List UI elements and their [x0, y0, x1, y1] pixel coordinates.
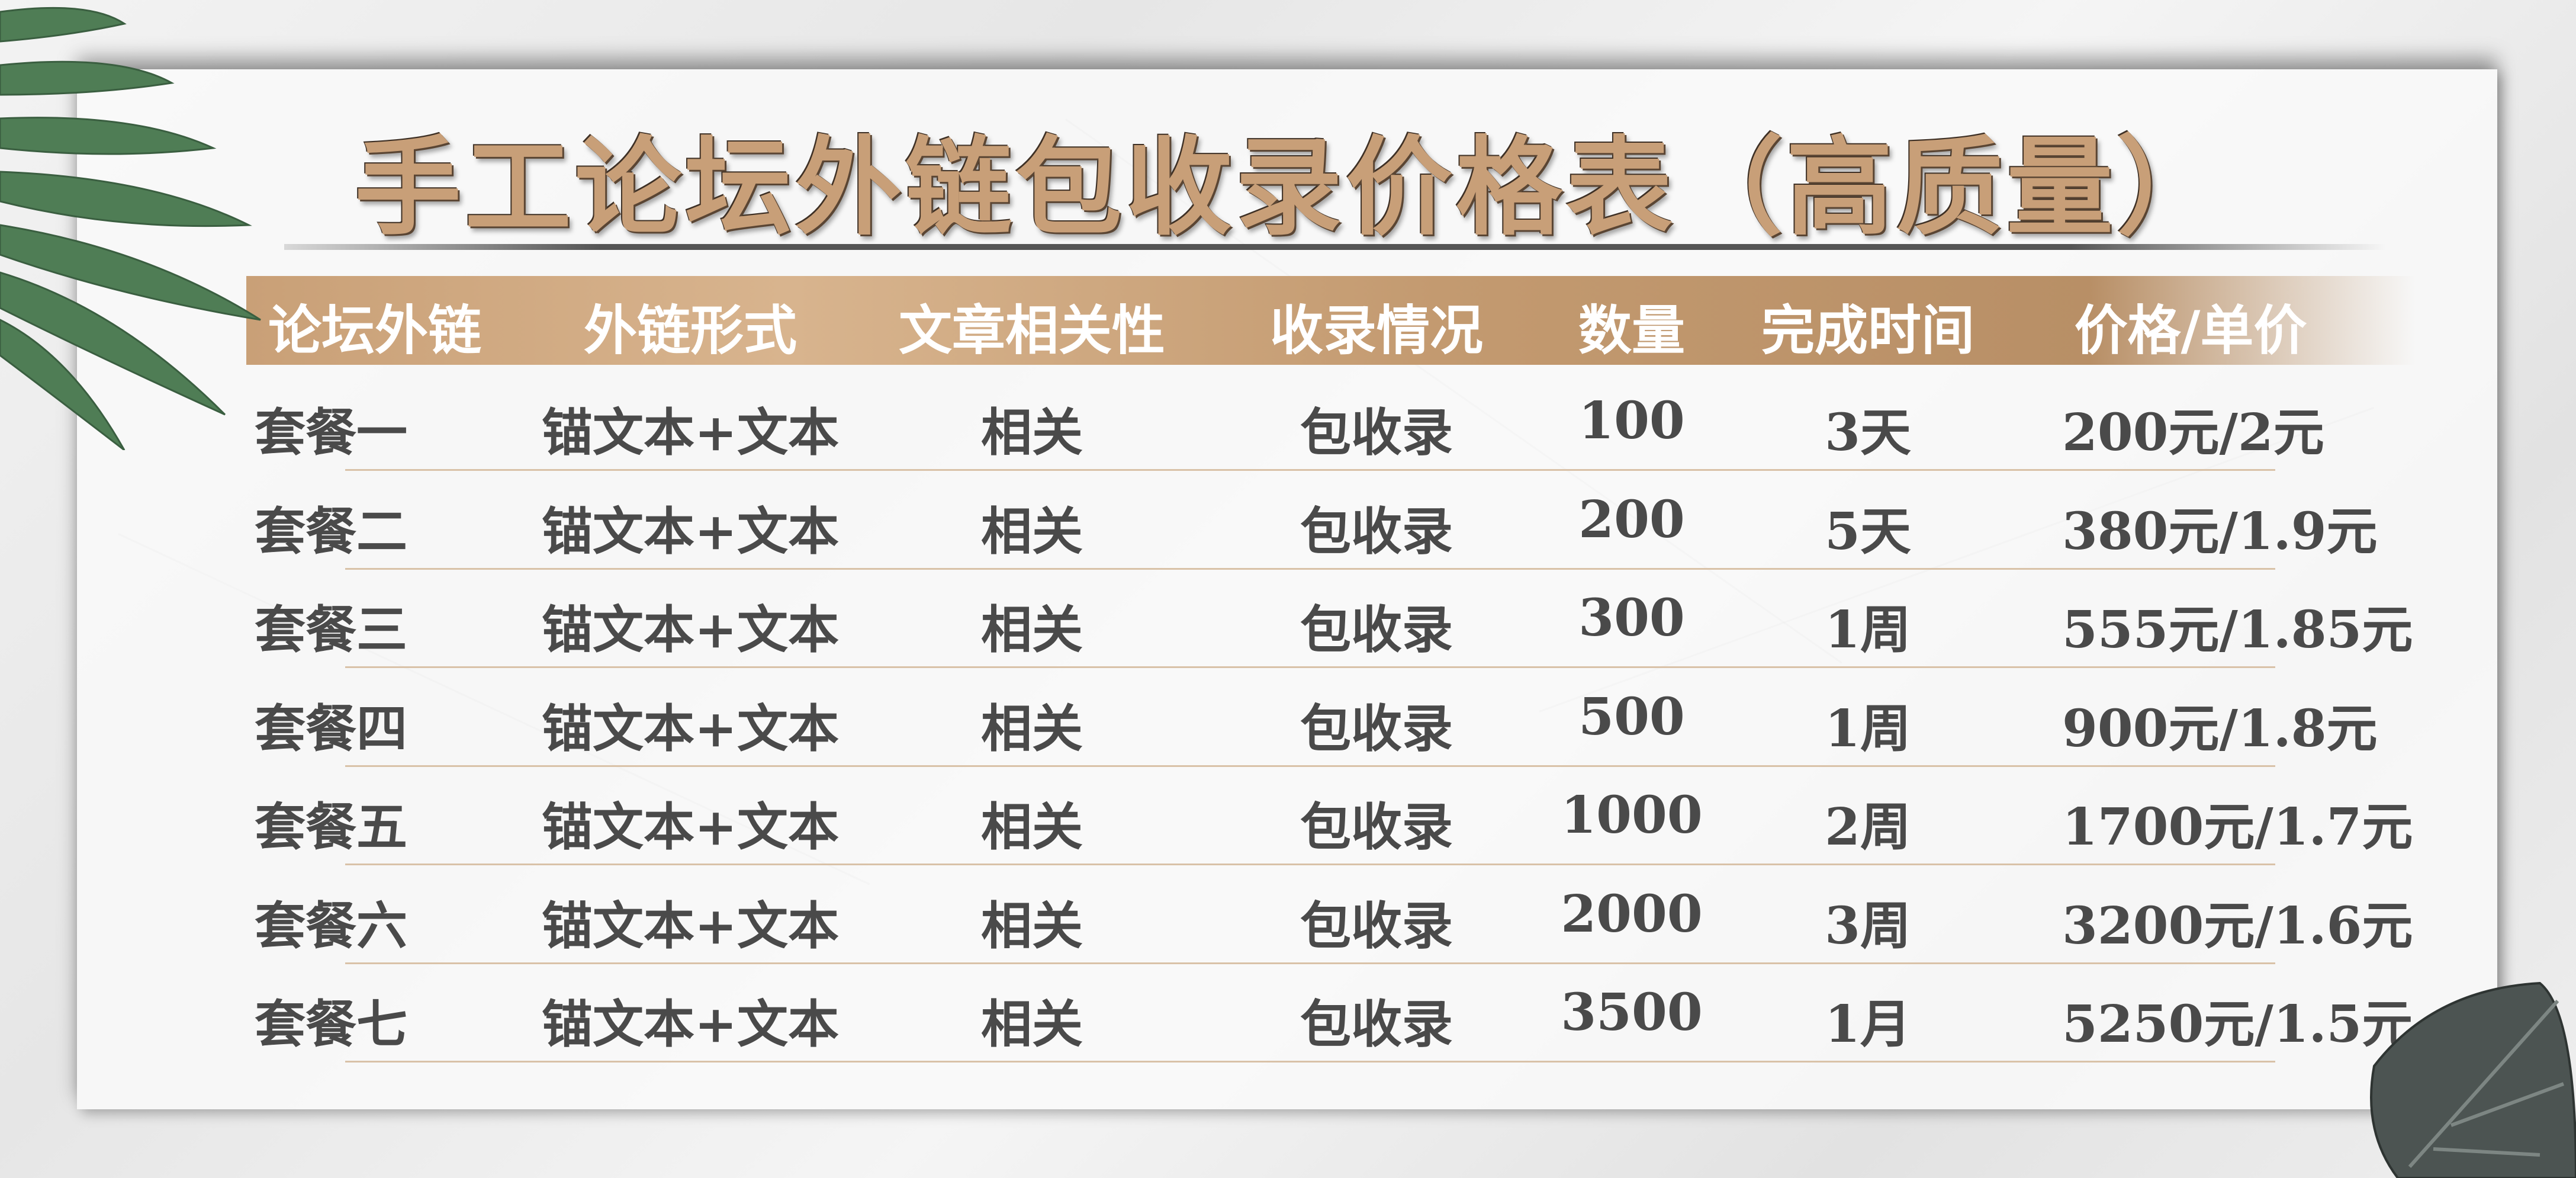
palm-leaf-icon	[0, 7, 261, 450]
row-divider	[345, 567, 2275, 570]
cell-link-type: 锚文本+文本	[541, 895, 840, 956]
cell-duration: 3周	[1825, 895, 1911, 956]
row-divider	[345, 962, 2275, 964]
page-title: 手工论坛外链包收录价格表（高质量）	[354, 125, 2227, 250]
cell-indexing: 包收录	[1300, 600, 1453, 660]
cell-price: 1700元/1.7元	[2062, 797, 2413, 857]
header-relevance: 文章相关性	[899, 299, 1165, 362]
row-divider	[345, 864, 2275, 865]
cell-forum-link: 套餐一	[255, 403, 407, 463]
cell-indexing: 包收录	[1300, 698, 1453, 759]
cell-forum-link: 套餐七	[255, 994, 407, 1054]
cell-forum-link: 套餐四	[255, 698, 407, 759]
monstera-leaf-icon	[2370, 981, 2576, 1178]
cell-quantity: 300	[1578, 588, 1685, 648]
row-divider	[345, 666, 2275, 668]
cell-quantity: 3500	[1561, 983, 1703, 1042]
cell-relevance: 相关	[981, 797, 1083, 857]
cell-price: 555元/1.85元	[2062, 600, 2413, 660]
price-panel	[77, 69, 2497, 1109]
cell-quantity: 1000	[1561, 785, 1703, 845]
cell-price: 200元/2元	[2062, 403, 2324, 463]
header-duration: 完成时间	[1761, 299, 1974, 362]
header-link-type: 外链形式	[584, 299, 797, 362]
cell-link-type: 锚文本+文本	[541, 994, 840, 1054]
cell-quantity: 200	[1578, 489, 1685, 550]
header-indexing: 收录情况	[1270, 299, 1483, 362]
cell-duration: 3天	[1825, 403, 1911, 463]
cell-link-type: 锚文本+文本	[541, 600, 840, 660]
cell-price: 380元/1.9元	[2062, 501, 2378, 561]
cell-relevance: 相关	[981, 403, 1083, 463]
cell-relevance: 相关	[981, 895, 1083, 956]
cell-duration: 1周	[1825, 698, 1911, 759]
cell-link-type: 锚文本+文本	[541, 797, 840, 857]
cell-link-type: 锚文本+文本	[541, 698, 840, 759]
cell-relevance: 相关	[981, 501, 1083, 561]
cell-relevance: 相关	[981, 698, 1083, 759]
row-divider	[345, 469, 2275, 471]
cell-quantity: 500	[1578, 686, 1685, 747]
header-forum-link: 论坛外链	[268, 299, 481, 362]
cell-indexing: 包收录	[1300, 994, 1453, 1054]
cell-duration: 5天	[1825, 501, 1911, 561]
header-quantity: 数量	[1578, 299, 1685, 362]
cell-duration: 1周	[1825, 600, 1911, 660]
row-divider	[345, 1061, 2275, 1063]
cell-link-type: 锚文本+文本	[541, 403, 840, 463]
cell-forum-link: 套餐三	[255, 600, 407, 660]
cell-forum-link: 套餐五	[255, 797, 407, 857]
cell-quantity: 2000	[1561, 884, 1703, 944]
cell-indexing: 包收录	[1300, 895, 1453, 956]
cell-forum-link: 套餐二	[255, 501, 407, 561]
row-divider	[345, 765, 2275, 767]
cell-duration: 1月	[1825, 994, 1911, 1054]
cell-duration: 2周	[1825, 797, 1911, 857]
cell-link-type: 锚文本+文本	[541, 501, 840, 561]
cell-price: 5250元/1.5元	[2062, 994, 2413, 1054]
cell-forum-link: 套餐六	[255, 895, 407, 956]
divider	[284, 244, 2386, 250]
header-price: 价格/单价	[2074, 299, 2307, 362]
cell-indexing: 包收录	[1300, 501, 1453, 561]
cell-indexing: 包收录	[1300, 403, 1453, 463]
cell-price: 900元/1.8元	[2062, 698, 2378, 759]
cell-price: 3200元/1.6元	[2062, 895, 2413, 956]
cell-quantity: 100	[1578, 391, 1685, 451]
table-header-band	[246, 276, 2416, 365]
cell-relevance: 相关	[981, 600, 1083, 660]
cell-indexing: 包收录	[1300, 797, 1453, 857]
cell-relevance: 相关	[981, 994, 1083, 1054]
